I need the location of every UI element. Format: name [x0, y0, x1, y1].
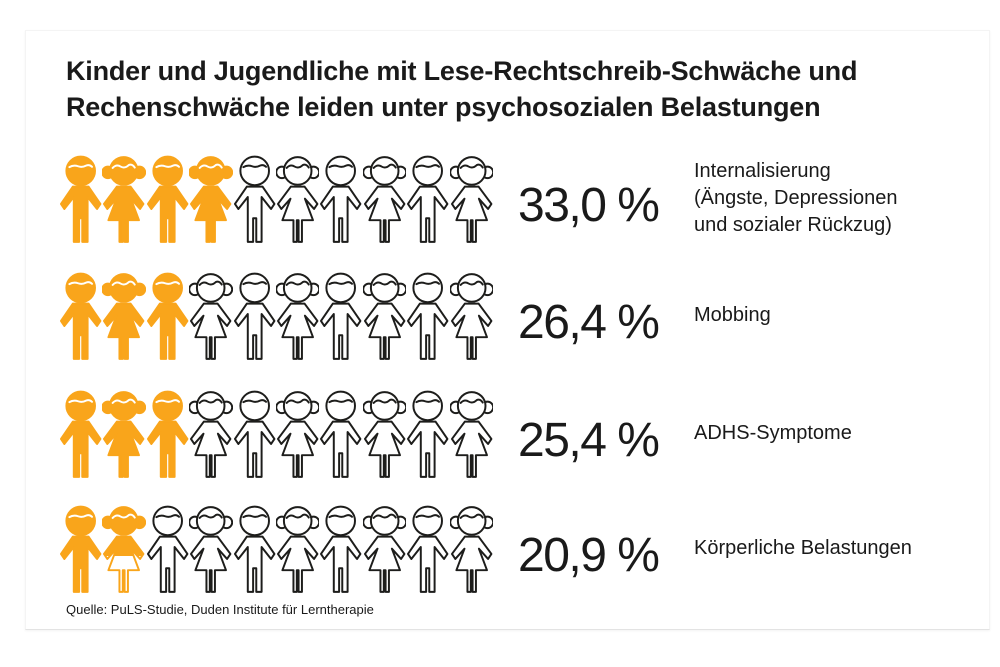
chart-title-line-1: Kinder und Jugendliche mit Lese-Rechtsch…: [66, 56, 858, 86]
percent-value: 25,4 %: [518, 413, 660, 467]
child-icon-boy-outline: [233, 272, 275, 360]
child-icon-boy-outline: [233, 505, 275, 593]
child-icon-boy-solid: [59, 390, 102, 478]
icon-row: [59, 501, 493, 596]
child-icon-girl-outline: [275, 506, 320, 593]
child-icon-girl-outline: [449, 156, 493, 243]
row-label: ADHS-Symptome: [694, 422, 852, 444]
child-icon-girl-solid: [102, 156, 146, 243]
row-label: Mobbing: [694, 304, 771, 326]
chart-title-line-2: Rechenschwäche leiden unter psychosozial…: [66, 92, 821, 122]
child-icon-girl-outline: [275, 391, 320, 478]
row-label: Körperliche Belastungen: [694, 537, 912, 559]
child-icon-girl-outline: [449, 273, 493, 360]
child-icon-boy-solid: [59, 272, 102, 360]
chart-row-3: 25,4 % ADHS-Symptome: [59, 386, 981, 481]
child-icon-boy-outline: [320, 390, 362, 478]
child-icon-girl-outline: [362, 391, 407, 478]
child-icon-boy-outline: [233, 155, 275, 243]
child-icon-boy-outline: [320, 155, 362, 243]
infographic-card: Kinder und Jugendliche mit Lese-Rechtsch…: [25, 30, 990, 630]
percent-value: 20,9 %: [518, 528, 660, 582]
child-icon-boy-outline: [407, 155, 449, 243]
child-icon-girl-outline: [362, 506, 407, 593]
child-icon-girl-solid: [189, 156, 233, 243]
source-note: Quelle: PuLS-Studie, Duden Institute für…: [66, 602, 374, 617]
child-icon-boy-solid: [59, 505, 102, 593]
child-icon-girl-outline: [362, 273, 407, 360]
child-icon-girl-solid: [102, 273, 146, 360]
child-icon-girl-outline: [362, 156, 407, 243]
child-icon-boy-solid: [146, 272, 189, 360]
child-icon-boy-solid: [146, 155, 189, 243]
percent-value: 33,0 %: [518, 178, 660, 232]
child-icon-boy-solid: [146, 390, 189, 478]
child-icon-girl-outline: [189, 391, 233, 478]
child-icon-boy-outline: [320, 272, 362, 360]
pictogram-rows: 33,0 % Internalisierung (Ängste, Depressio…: [26, 31, 989, 629]
percent-value: 26,4 %: [518, 295, 660, 349]
child-icon-boy-outline: [407, 390, 449, 478]
child-icon-girl-outline: [449, 391, 493, 478]
child-icon-girl-outline: [275, 273, 320, 360]
child-icon-girl-outline: [449, 506, 493, 593]
row-label: Internalisierung (Ängste, Depressionen und…: [694, 160, 898, 236]
icon-row: [59, 386, 493, 481]
child-icon-girl-partial: [102, 506, 146, 593]
child-icon-girl-outline: [275, 156, 320, 243]
child-icon-girl-outline: [189, 506, 233, 593]
child-icon-girl-solid: [102, 391, 146, 478]
icon-row: [59, 268, 493, 363]
chart-title: Kinder und Jugendliche mit Lese-Rechtsch…: [66, 53, 857, 125]
chart-row-1: 33,0 % Internalisierung (Ängste, Depressio…: [59, 151, 981, 246]
child-icon-boy-outline: [407, 505, 449, 593]
child-icon-boy-outline: [233, 390, 275, 478]
child-icon-boy-outline: [320, 505, 362, 593]
child-icon-boy-outline: [407, 272, 449, 360]
child-icon-girl-outline: [189, 273, 233, 360]
chart-row-4: 20,9 % Körperliche Belastungen: [59, 501, 981, 596]
chart-row-2: 26,4 % Mobbing: [59, 268, 981, 363]
child-icon-boy-outline: [146, 505, 189, 593]
icon-row: [59, 151, 493, 246]
child-icon-boy-solid: [59, 155, 102, 243]
